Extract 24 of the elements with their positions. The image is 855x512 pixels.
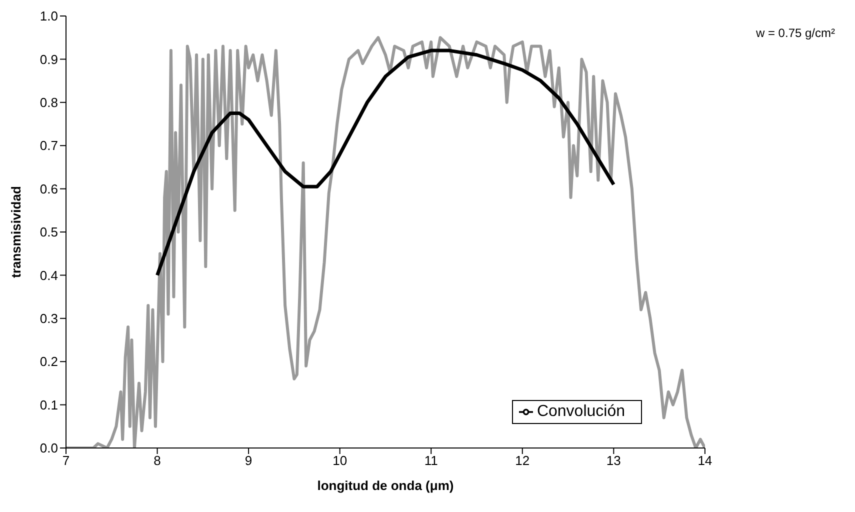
y-tick-label: 0.6 — [40, 181, 58, 196]
x-tick-label: 10 — [332, 453, 348, 468]
y-axis-title: transmisividad — [8, 186, 24, 278]
y-tick-label: 0.8 — [40, 95, 58, 110]
x-tick-label: 12 — [515, 453, 530, 468]
y-tick-label: 0.3 — [40, 311, 58, 326]
x-tick-label: 14 — [698, 453, 712, 468]
y-tick-label: 1.0 — [40, 8, 58, 24]
x-tick-label: 7 — [62, 453, 70, 468]
y-tick-label: 0.0 — [40, 440, 58, 456]
y-tick-label: 0.5 — [40, 224, 58, 240]
y-tick-label: 0.7 — [40, 138, 58, 154]
y-tick-label: 0.1 — [40, 397, 58, 412]
x-tick-label: 13 — [606, 453, 621, 468]
x-tick-label: 9 — [244, 453, 252, 468]
y-tick-label: 0.9 — [40, 52, 58, 67]
y-tick-label: 0.2 — [40, 354, 58, 370]
text: w = 0.75 g/cm² — [756, 26, 835, 40]
y-tick-label: 0.4 — [40, 268, 58, 283]
x-tick-label: 8 — [154, 453, 161, 468]
x-tick-label: 11 — [424, 453, 438, 468]
line-series — [156, 48, 616, 277]
legend-label: Convolución — [536, 403, 625, 420]
x-axis-title: longitud de onda (μm) — [317, 478, 454, 493]
